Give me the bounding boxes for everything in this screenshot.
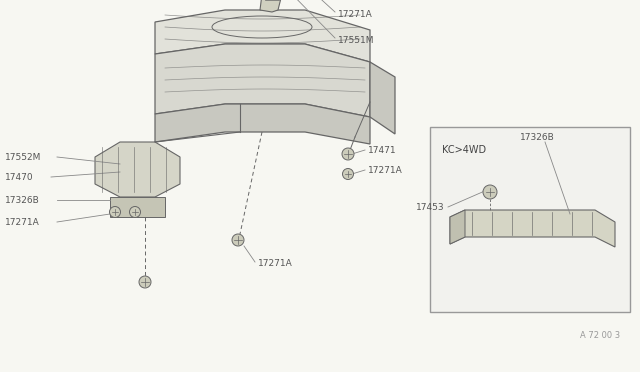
Polygon shape bbox=[110, 197, 165, 217]
Text: 17271A: 17271A bbox=[368, 166, 403, 174]
Polygon shape bbox=[370, 62, 395, 134]
Text: 17326B: 17326B bbox=[5, 196, 40, 205]
Text: A 72 00 3: A 72 00 3 bbox=[580, 331, 620, 340]
Bar bbox=[430, 127, 630, 312]
Text: 17471: 17471 bbox=[368, 145, 397, 154]
Text: 17271A: 17271A bbox=[258, 260, 292, 269]
Polygon shape bbox=[450, 210, 465, 244]
Circle shape bbox=[232, 234, 244, 246]
Text: KC>4WD: KC>4WD bbox=[442, 145, 486, 155]
Text: 17552M: 17552M bbox=[5, 153, 42, 161]
Circle shape bbox=[129, 206, 141, 218]
Circle shape bbox=[139, 276, 151, 288]
Text: 17271A: 17271A bbox=[338, 10, 372, 19]
Circle shape bbox=[342, 169, 353, 180]
Text: 17326B: 17326B bbox=[520, 132, 555, 141]
Polygon shape bbox=[155, 10, 370, 62]
Polygon shape bbox=[155, 44, 370, 117]
Circle shape bbox=[342, 148, 354, 160]
Polygon shape bbox=[155, 104, 370, 144]
Polygon shape bbox=[450, 210, 615, 247]
Text: 17453: 17453 bbox=[417, 202, 445, 212]
Circle shape bbox=[109, 206, 120, 218]
Text: 17470: 17470 bbox=[5, 173, 34, 182]
Polygon shape bbox=[258, 0, 286, 12]
Text: 17271A: 17271A bbox=[5, 218, 40, 227]
Circle shape bbox=[483, 185, 497, 199]
Text: 17551M: 17551M bbox=[338, 35, 374, 45]
Polygon shape bbox=[95, 142, 180, 197]
